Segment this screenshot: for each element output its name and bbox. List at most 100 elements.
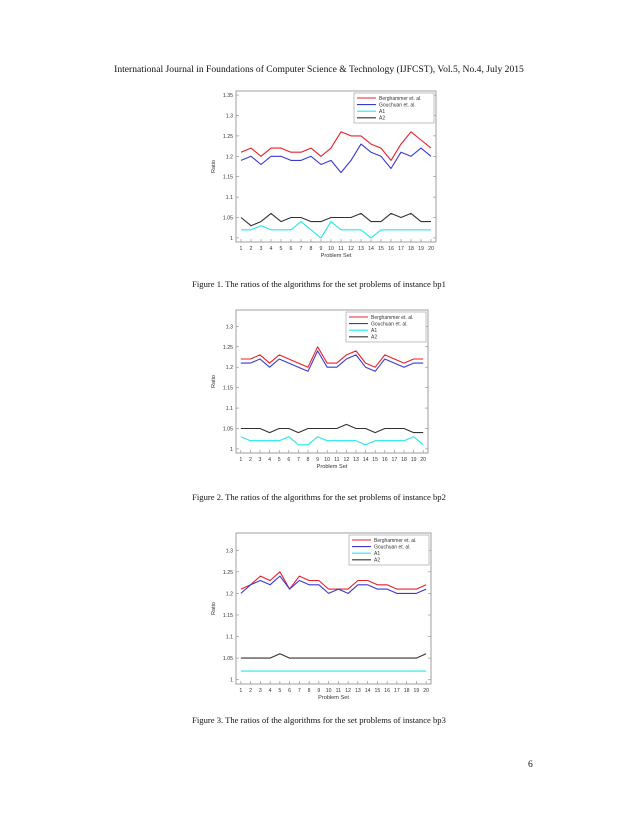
x-tick-label: 16 <box>382 457 388 463</box>
x-axis-label: Problem Set <box>317 464 348 470</box>
x-tick-label: 2 <box>249 457 252 463</box>
x-tick-label: 3 <box>259 457 262 463</box>
y-tick-label: 1.1 <box>226 635 233 641</box>
x-tick-label: 10 <box>324 457 330 463</box>
x-tick-label: 20 <box>428 246 434 252</box>
legend-entry: Gouchuan et. al. <box>374 544 411 550</box>
y-tick-label: 1.3 <box>226 113 233 119</box>
series-line-1 <box>240 346 424 368</box>
series-line-2 <box>240 575 427 594</box>
x-tick-label: 6 <box>288 688 291 694</box>
y-tick-label: 1.35 <box>223 93 233 99</box>
y-tick-label: 1.1 <box>226 195 233 201</box>
y-tick-label: 1.05 <box>223 216 233 222</box>
x-tick-label: 8 <box>307 457 310 463</box>
x-tick-label: 15 <box>378 246 384 252</box>
x-tick-label: 7 <box>298 688 301 694</box>
x-tick-label: 16 <box>388 246 394 252</box>
x-tick-label: 3 <box>259 688 262 694</box>
x-tick-label: 16 <box>384 688 390 694</box>
x-tick-label: 13 <box>353 457 359 463</box>
x-tick-label: 18 <box>401 457 407 463</box>
x-tick-label: 18 <box>404 688 410 694</box>
x-tick-label: 17 <box>398 246 404 252</box>
x-tick-label: 1 <box>239 457 242 463</box>
y-tick-label: 1.25 <box>223 134 233 140</box>
y-axis-label: Ratio <box>211 160 217 173</box>
y-tick-label: 1.2 <box>226 591 233 597</box>
x-tick-label: 13 <box>358 246 364 252</box>
series-line-4 <box>240 653 427 659</box>
y-tick-label: 1.05 <box>223 656 233 662</box>
y-tick-label: 1.2 <box>226 154 233 160</box>
x-tick-label: 2 <box>249 688 252 694</box>
x-tick-label: 14 <box>363 457 369 463</box>
series-line-2 <box>240 350 424 372</box>
x-tick-label: 11 <box>334 457 339 463</box>
x-tick-label: 11 <box>338 246 343 252</box>
legend-entry: A1 <box>374 551 380 557</box>
x-tick-label: 5 <box>278 457 281 463</box>
x-tick-label: 5 <box>280 246 283 252</box>
x-tick-label: 17 <box>392 457 398 463</box>
legend-entry: A2 <box>371 335 377 341</box>
x-tick-label: 4 <box>268 457 271 463</box>
y-tick-label: 1.25 <box>223 570 233 576</box>
series-line-4 <box>240 423 424 434</box>
y-tick-label: 1 <box>230 236 233 242</box>
x-tick-label: 19 <box>411 457 417 463</box>
x-tick-label: 9 <box>317 688 320 694</box>
y-tick-label: 1.2 <box>226 365 233 371</box>
figure-1-caption: Figure 1. The ratios of the algorithms f… <box>192 279 446 289</box>
legend-entry: Berghammer et. al. <box>379 96 422 102</box>
y-tick-label: 1.3 <box>226 548 233 554</box>
x-tick-label: 8 <box>310 246 313 252</box>
series-line-1 <box>240 131 432 161</box>
x-tick-label: 4 <box>270 246 273 252</box>
x-axis-label: Problem Set <box>321 253 352 259</box>
x-tick-label: 7 <box>297 457 300 463</box>
legend-entry: A2 <box>379 116 385 122</box>
x-tick-label: 10 <box>328 246 334 252</box>
legend-entry: Berghammer et. al. <box>371 315 414 321</box>
x-tick-label: 19 <box>418 246 424 252</box>
x-tick-label: 18 <box>408 246 414 252</box>
x-tick-label: 12 <box>348 246 354 252</box>
series-line-1 <box>240 571 427 590</box>
x-tick-label: 1 <box>240 246 243 252</box>
y-tick-label: 1.3 <box>226 324 233 330</box>
x-tick-label: 3 <box>260 246 263 252</box>
x-tick-label: 9 <box>316 457 319 463</box>
y-tick-label: 1.1 <box>226 406 233 412</box>
y-tick-label: 1.25 <box>223 345 233 351</box>
x-tick-label: 10 <box>326 688 332 694</box>
legend-entry: Gouchuan et. al. <box>379 102 416 108</box>
series-line-4 <box>240 212 431 227</box>
x-tick-label: 14 <box>368 246 374 252</box>
series-line-2 <box>240 143 432 174</box>
x-tick-label: 8 <box>308 688 311 694</box>
legend-entry: Berghammer et. al. <box>374 538 417 544</box>
x-tick-label: 5 <box>278 688 281 694</box>
series-line-3 <box>240 436 424 446</box>
x-tick-label: 12 <box>344 457 350 463</box>
x-tick-label: 1 <box>239 688 242 694</box>
x-tick-label: 9 <box>320 246 323 252</box>
x-tick-label: 15 <box>372 457 378 463</box>
x-tick-label: 4 <box>269 688 272 694</box>
figure-2-caption: Figure 2. The ratios of the algorithms f… <box>192 492 446 502</box>
x-tick-label: 2 <box>250 246 253 252</box>
x-tick-label: 6 <box>287 457 290 463</box>
journal-header: International Journal in Foundations of … <box>114 64 524 75</box>
x-axis-label: Problem Set <box>318 695 349 701</box>
x-tick-label: 15 <box>374 688 380 694</box>
x-tick-label: 7 <box>300 246 303 252</box>
series-line-3 <box>241 221 431 239</box>
y-tick-label: 1.15 <box>223 175 233 181</box>
y-tick-label: 1 <box>230 678 233 684</box>
y-tick-label: 1.15 <box>223 613 233 619</box>
x-tick-label: 12 <box>345 688 351 694</box>
